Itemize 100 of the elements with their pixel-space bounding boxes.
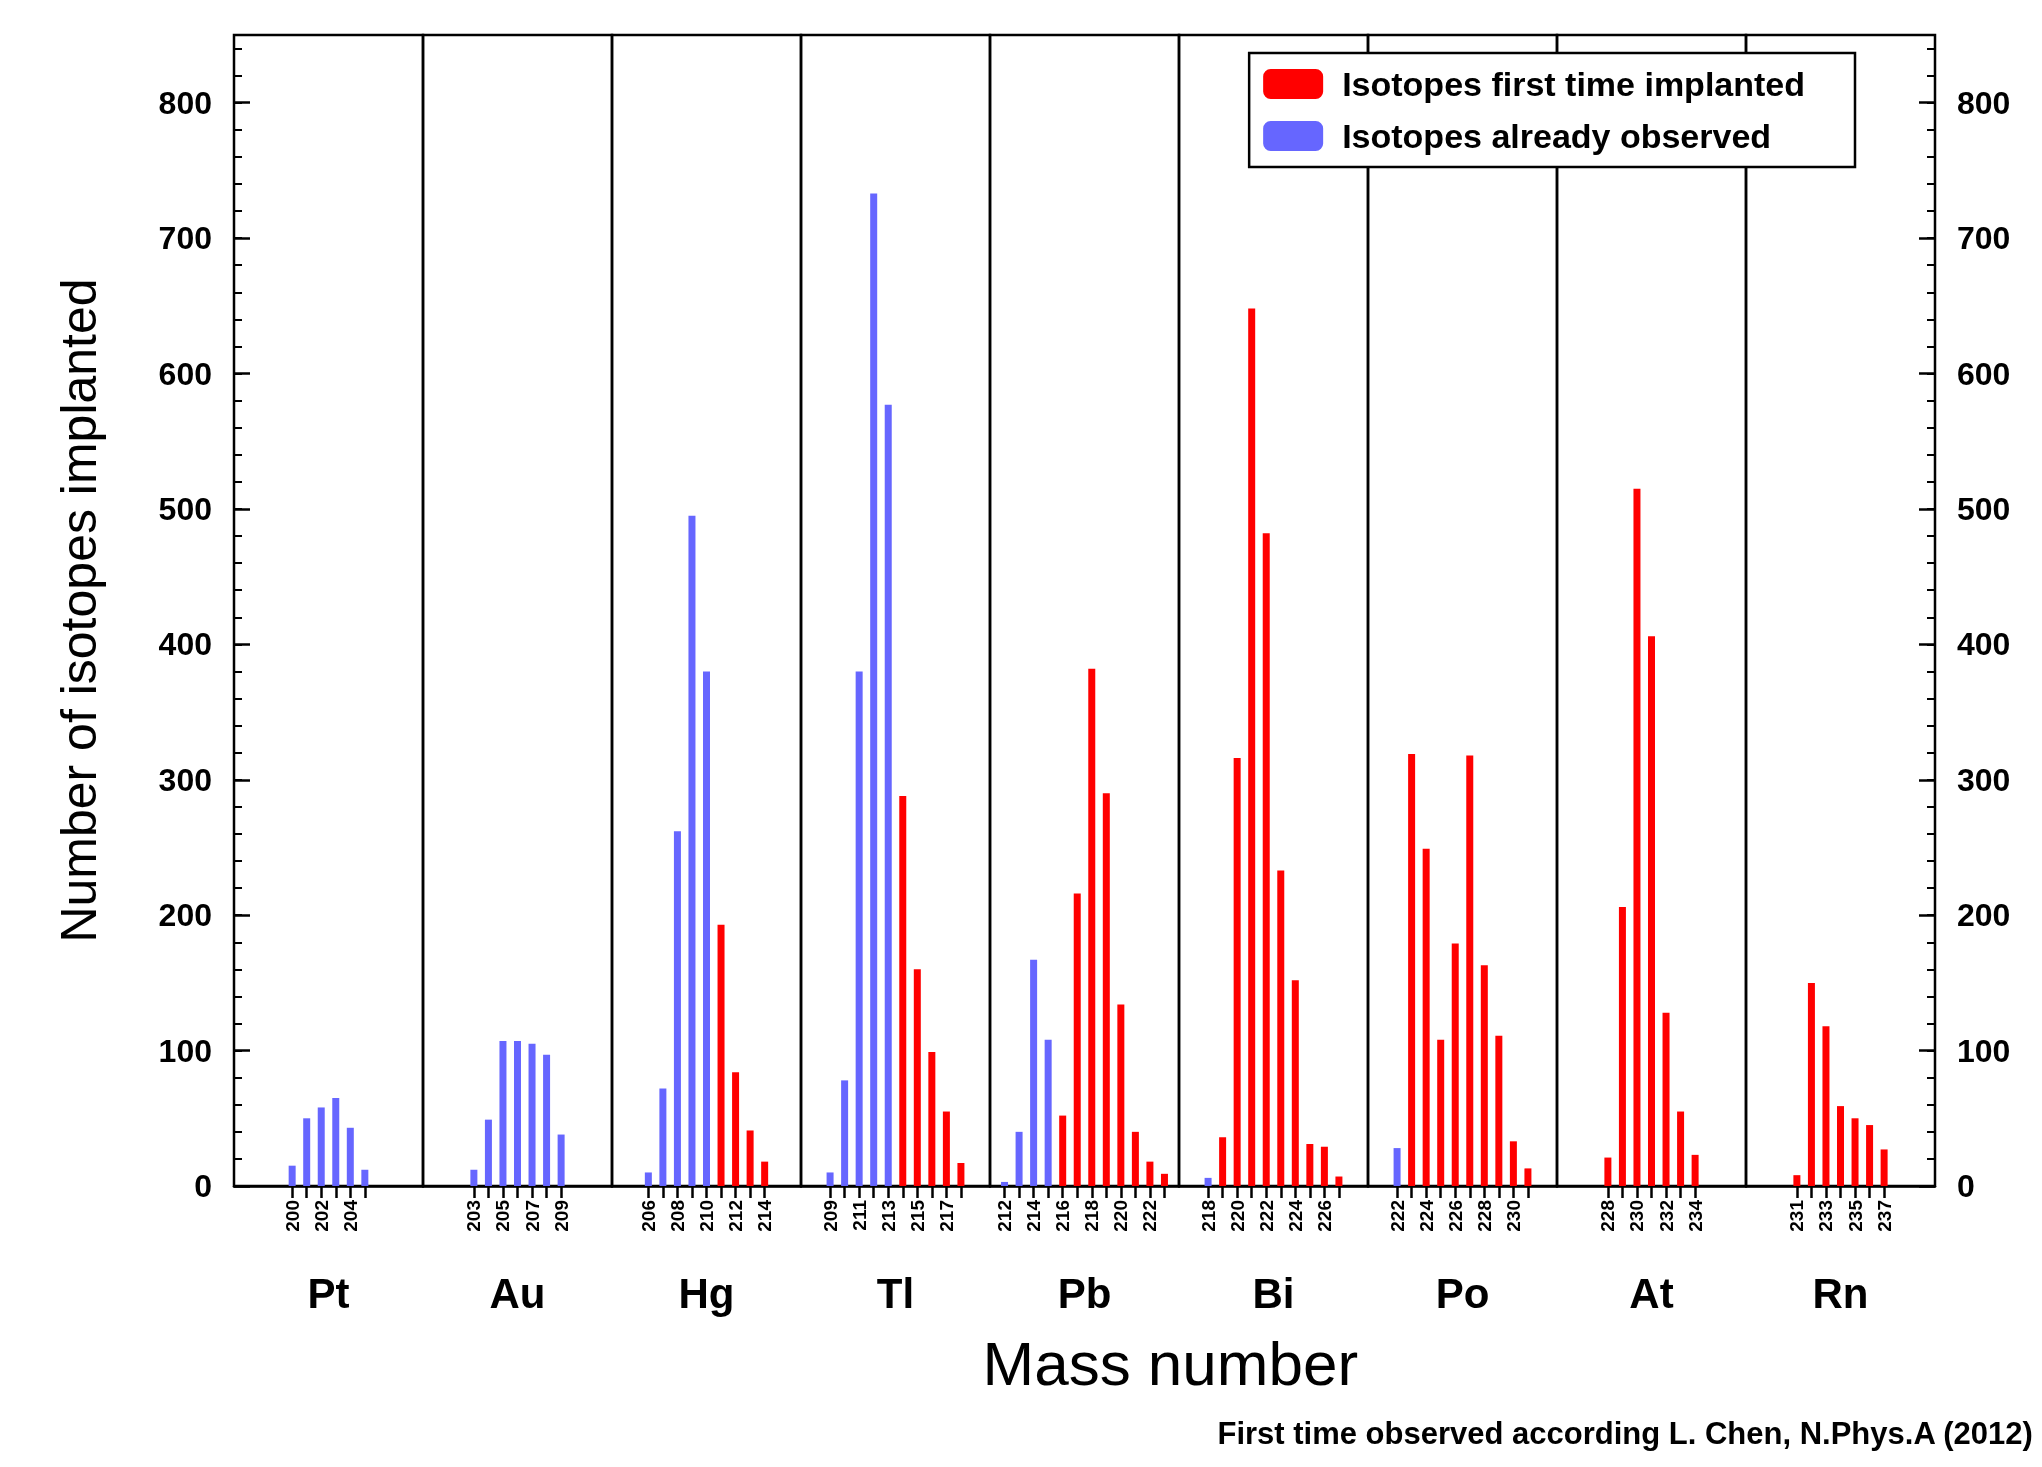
- x-tick-label: 211: [848, 1199, 870, 1231]
- x-tick-label: 233: [1815, 1200, 1837, 1232]
- x-tick-label: 230: [1502, 1200, 1524, 1232]
- bar: [1277, 870, 1285, 1186]
- bar: [1880, 1149, 1888, 1186]
- x-tick-label: 206: [637, 1200, 659, 1232]
- x-tick-label: 222: [1139, 1200, 1161, 1232]
- legend-label: Isotopes first time implanted: [1342, 65, 1806, 103]
- bar: [1160, 1173, 1168, 1186]
- bar: [1262, 533, 1270, 1186]
- x-tick-label: 218: [1197, 1200, 1219, 1232]
- y-tick-label: 400: [1957, 626, 2011, 663]
- bar: [470, 1169, 478, 1186]
- bar: [1422, 848, 1430, 1186]
- x-tick-label: 214: [1023, 1199, 1045, 1232]
- bar: [1059, 1115, 1067, 1186]
- x-tick-label: 205: [492, 1199, 514, 1232]
- y-tick-label: 0: [194, 1168, 212, 1204]
- bar: [855, 671, 863, 1186]
- y-tick-label: 700: [158, 220, 212, 257]
- bar: [942, 1111, 950, 1186]
- x-tick-label: 212: [725, 1200, 747, 1232]
- bar: [1393, 1148, 1401, 1186]
- bar: [957, 1162, 965, 1186]
- bar: [1233, 758, 1241, 1186]
- x-tick-label: 224: [1284, 1199, 1306, 1232]
- bar: [1451, 943, 1459, 1186]
- bar: [1306, 1144, 1314, 1186]
- bar: [1044, 1039, 1052, 1186]
- y-tick-label: 500: [1957, 490, 2011, 527]
- bar: [514, 1041, 521, 1186]
- legend-label: Isotopes already observed: [1342, 117, 1772, 155]
- bar: [1131, 1131, 1139, 1186]
- y-tick-label: 800: [158, 84, 212, 121]
- bar: [913, 969, 921, 1186]
- bar: [528, 1043, 536, 1186]
- bar: [543, 1054, 551, 1186]
- bar: [1146, 1161, 1154, 1186]
- x-tick-label: 200: [281, 1200, 303, 1232]
- bar: [1480, 965, 1488, 1186]
- bar: [1793, 1175, 1801, 1186]
- bar: [688, 515, 696, 1186]
- x-tick-label: 230: [1626, 1200, 1648, 1232]
- x-tick-label: 228: [1473, 1200, 1495, 1232]
- bar: [1837, 1106, 1844, 1186]
- y-tick-label: 800: [1957, 84, 2011, 121]
- x-tick-label: 215: [906, 1199, 928, 1232]
- x-tick-label: 220: [1110, 1200, 1132, 1232]
- y-tick-label: 100: [1957, 1032, 2011, 1069]
- bar: [1073, 893, 1081, 1186]
- x-tick-label: 231: [1786, 1199, 1808, 1232]
- text: Mass number: [982, 1328, 1359, 1398]
- bar: [484, 1119, 492, 1186]
- x-tick-label: 220: [1226, 1200, 1248, 1232]
- bar: [1633, 488, 1641, 1186]
- bar: [1030, 959, 1038, 1186]
- bar: [557, 1134, 565, 1186]
- bar: [928, 1051, 936, 1186]
- x-axis-title: Rn: [1812, 1269, 1869, 1317]
- bar: [332, 1097, 340, 1186]
- bar: [1524, 1168, 1532, 1186]
- bar: [1015, 1131, 1023, 1186]
- x-tick-label: 209: [550, 1200, 572, 1232]
- x-tick-label: 216: [1052, 1200, 1074, 1232]
- x-axis-title: Au: [489, 1269, 546, 1317]
- bar: [870, 193, 878, 1186]
- x-tick-label: 204: [339, 1199, 361, 1232]
- bar: [732, 1072, 740, 1186]
- x-tick-label: 208: [666, 1200, 688, 1232]
- bar: [1662, 1012, 1670, 1186]
- bar: [1291, 980, 1299, 1186]
- y-tick-label: 700: [1957, 220, 2011, 257]
- x-tick-label: 234: [1684, 1199, 1706, 1232]
- x-axis-title: Bi: [1252, 1269, 1295, 1317]
- y-tick-label: 0: [1957, 1168, 1975, 1204]
- y-tick-label: 400: [158, 626, 212, 663]
- bar: [884, 404, 892, 1186]
- bar: [1437, 1039, 1445, 1186]
- bar: [1001, 1181, 1009, 1186]
- y-tick-label: 100: [158, 1032, 212, 1069]
- x-tick-label: 222: [1386, 1200, 1408, 1232]
- bar: [1088, 668, 1096, 1186]
- x-tick-label: 217: [935, 1200, 957, 1232]
- bar: [703, 671, 710, 1186]
- x-axis-title: Hg: [678, 1269, 735, 1317]
- bar: [644, 1172, 652, 1186]
- bar: [673, 831, 681, 1186]
- x-tick-label: 218: [1081, 1200, 1103, 1232]
- bar: [746, 1130, 754, 1186]
- bar: [1204, 1177, 1212, 1186]
- bar: [1648, 636, 1655, 1186]
- x-axis-title: Pt: [307, 1269, 350, 1317]
- bar: [1102, 793, 1110, 1186]
- bar: [1335, 1176, 1343, 1186]
- bar: [1677, 1111, 1685, 1186]
- y-tick-label: 500: [158, 490, 212, 527]
- bar: [1408, 754, 1416, 1186]
- y-tick-label: 600: [158, 355, 212, 392]
- bar: [317, 1107, 325, 1186]
- y-tick-label: 600: [1957, 355, 2011, 392]
